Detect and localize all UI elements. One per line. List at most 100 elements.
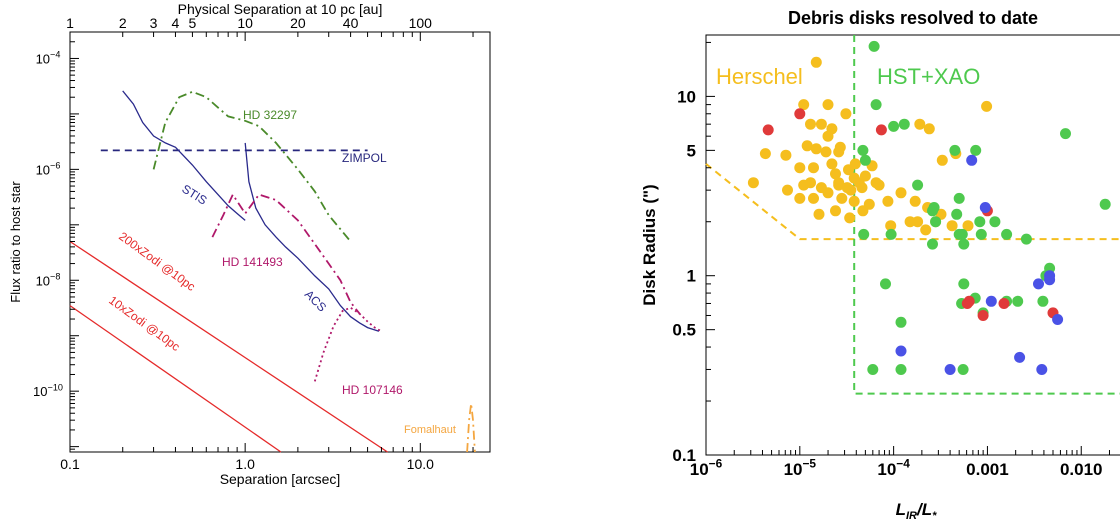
- data-point: [895, 345, 907, 357]
- data-point: [1099, 198, 1111, 210]
- data-point: [974, 216, 986, 228]
- data-point: [826, 158, 838, 170]
- data-point: [944, 364, 956, 375]
- data-point: [888, 120, 900, 132]
- left-ticks-group: 0.1 1.0 10.0 1 2 3 4 5 10 20 40 100 10−4 10−6 10−8 10−1…: [33, 15, 474, 472]
- data-point: [868, 40, 880, 52]
- right-x-axis-label: LIR/L*: [896, 500, 938, 522]
- data-point: [1020, 233, 1032, 245]
- data-point: [822, 99, 834, 111]
- data-point: [895, 316, 907, 328]
- annotation-acs: ACS: [302, 287, 329, 314]
- data-point: [1033, 278, 1044, 290]
- data-point: [780, 149, 792, 161]
- series-line-acs: [244, 142, 380, 332]
- data-point: [830, 205, 841, 217]
- left-chart: 0.1 1.0 10.0 1 2 3 4 5 10 20 40 100 10−4 10−6 10−8 10−1…: [8, 1, 491, 487]
- data-point: [1052, 314, 1064, 325]
- right-x-tick-label: 10−4: [877, 456, 910, 479]
- series-line-hd-32297: [152, 90, 352, 243]
- data-point: [848, 195, 860, 207]
- left-top-tick-label: 100: [409, 15, 433, 31]
- right-y-axis-label: Disk Radius ("): [640, 184, 659, 305]
- data-point: [822, 130, 834, 142]
- data-point: [882, 195, 894, 207]
- data-point: [815, 118, 827, 130]
- data-point: [810, 56, 822, 68]
- data-point: [953, 228, 965, 240]
- right-x-tick-label: 10−5: [784, 456, 817, 479]
- data-point: [747, 177, 759, 189]
- left-y-tick-label: 10−6: [36, 161, 61, 178]
- data-point: [970, 144, 982, 156]
- annotation-hd32297: HD 32297: [243, 108, 297, 122]
- right-plot-frame: [705, 34, 1120, 456]
- data-point: [798, 99, 810, 111]
- data-point: [870, 99, 882, 111]
- data-point: [958, 278, 970, 290]
- data-point: [998, 298, 1010, 309]
- data-point: [989, 216, 1001, 228]
- data-point: [963, 295, 975, 307]
- series-line-fomalhaut: [466, 403, 476, 453]
- data-point: [953, 192, 965, 204]
- data-point: [798, 179, 810, 191]
- data-point: [794, 108, 806, 120]
- data-point: [981, 100, 993, 112]
- left-top-tick-label: 40: [343, 15, 359, 31]
- left-y-tick-label: 10−8: [36, 271, 61, 288]
- annotation-hd141493: HD 141493: [222, 255, 283, 269]
- data-point: [858, 228, 870, 240]
- data-point: [1044, 274, 1056, 286]
- data-point: [822, 187, 834, 199]
- data-point: [813, 208, 825, 220]
- data-point: [1014, 351, 1026, 363]
- left-top-axis-label: Physical Separation at 10 pc [au]: [178, 1, 383, 17]
- data-point: [936, 154, 948, 166]
- left-x-tick-label: 0.1: [60, 456, 80, 472]
- annotation-hst-xao: HST+XAO: [877, 64, 980, 89]
- data-point: [843, 164, 854, 176]
- data-point: [857, 144, 869, 156]
- left-series-group: [69, 90, 476, 453]
- data-point: [1060, 128, 1071, 140]
- left-x-tick-label: 10.0: [407, 456, 434, 472]
- data-point: [1037, 295, 1049, 307]
- data-point: [962, 220, 974, 232]
- data-point: [859, 154, 871, 166]
- data-point: [810, 143, 822, 155]
- data-point: [904, 216, 916, 228]
- data-point: [875, 124, 887, 136]
- left-x-tick-label: 1.0: [235, 456, 255, 472]
- data-point: [759, 148, 771, 160]
- annotation-stis: STIS: [179, 182, 209, 208]
- left-top-tick-label: 1: [66, 15, 74, 31]
- left-y-tick-label: 10−4: [36, 50, 61, 67]
- data-point: [836, 192, 848, 204]
- right-ticks-group: 10−6 10−5 10−4 0.001 0.010 0.1 0.5 1 5 10: [672, 41, 1110, 479]
- right-y-tick-label: 1: [687, 267, 696, 286]
- data-point: [833, 146, 845, 158]
- data-point: [794, 162, 806, 174]
- data-point: [927, 238, 938, 250]
- data-point: [958, 238, 970, 250]
- series-line-10xzodi-10pc: [69, 305, 282, 453]
- data-point: [912, 179, 924, 191]
- data-point: [873, 179, 885, 191]
- data-point: [844, 212, 856, 224]
- left-y-axis-label: Flux ratio to host star: [8, 181, 23, 303]
- data-point: [1001, 228, 1013, 240]
- data-point: [1036, 364, 1048, 375]
- data-point: [977, 310, 989, 321]
- annotation-200xzodi: 200xZodi @10pc: [116, 229, 198, 294]
- data-point: [930, 216, 942, 228]
- data-point: [857, 205, 869, 217]
- data-point: [951, 208, 963, 220]
- right-y-tick-label: 10: [677, 87, 696, 106]
- annotation-zimpol: ZIMPOL: [342, 151, 387, 165]
- right-y-tick-label: 0.1: [672, 446, 696, 465]
- right-y-tick-label: 5: [687, 141, 696, 160]
- left-y-tick-label: 10−10: [33, 382, 63, 399]
- left-top-tick-label: 4: [172, 15, 180, 31]
- data-point: [966, 154, 978, 166]
